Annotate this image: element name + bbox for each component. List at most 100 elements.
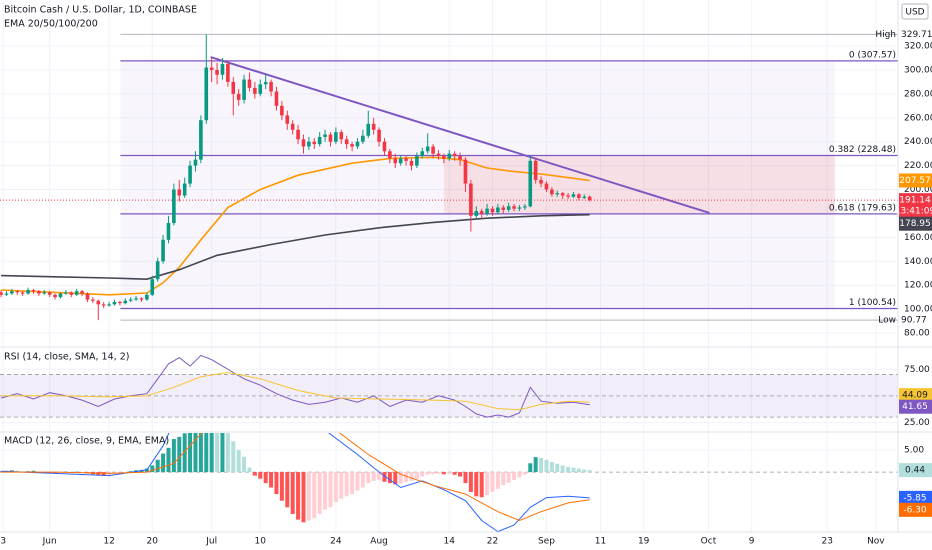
histogram-bar: [182, 433, 187, 473]
axis-labels: 3 Jun 12 20 Jul 10 24 Aug 14 22 Sep 11 19 Oct 9 23 Nov 80…: [0, 30, 932, 547]
macd-title: MACD (12, 26, close, 9, EMA, EMA): [4, 436, 169, 447]
fib-label: 0.618 (179.63): [829, 203, 896, 213]
rsi-sma-value-box: [899, 388, 932, 403]
histogram-bar: [463, 472, 468, 484]
candle-body: [312, 141, 317, 145]
candle-body: [280, 105, 284, 116]
currency-label[interactable]: USD: [905, 8, 924, 18]
histogram-bar: [231, 441, 236, 473]
histogram-bar: [398, 472, 403, 484]
candle-body: [42, 292, 47, 294]
candle-body: [506, 206, 511, 210]
x-tick-label: 10: [255, 537, 267, 547]
indicator-title: EMA 20/50/100/200: [4, 19, 98, 30]
candle-body: [566, 195, 570, 197]
macd-value: -5.85: [903, 493, 926, 503]
candle-body: [15, 291, 20, 293]
candle-body: [344, 139, 349, 145]
histogram-bar: [312, 472, 317, 519]
histogram-bar: [96, 472, 101, 476]
candle-body: [263, 81, 268, 85]
histogram-bar: [522, 472, 527, 475]
candle-body: [307, 141, 311, 147]
candle-body: [490, 208, 495, 213]
candle-body: [177, 189, 182, 196]
x-tick-label: 14: [444, 537, 456, 547]
candle-body: [382, 141, 387, 152]
price-pane: [0, 33, 898, 321]
candle-body: [74, 291, 79, 295]
indicator-line: [1, 213, 590, 281]
candle-body: [37, 291, 41, 294]
histogram-bar: [188, 433, 193, 473]
histogram-bar: [150, 465, 155, 473]
candle-body: [172, 189, 176, 224]
ema-value: 178.95: [899, 219, 931, 229]
candle-body: [166, 223, 171, 240]
candle-body: [533, 160, 538, 180]
candle-body: [523, 206, 527, 208]
histogram-bar: [387, 472, 392, 484]
candle-body: [274, 91, 279, 106]
candle-body: [550, 189, 554, 195]
histogram-value-box: [899, 463, 932, 478]
candle-body: [577, 194, 581, 198]
candle-body: [328, 134, 333, 142]
candle-body: [128, 299, 133, 301]
histogram-bar: [285, 472, 290, 508]
currency-button[interactable]: [901, 3, 929, 20]
histogram-bar: [155, 459, 160, 473]
y-tick-label: 300.00: [904, 65, 932, 75]
indicator-line: [1, 433, 590, 532]
histogram-bar: [242, 456, 247, 473]
candle-body: [404, 158, 408, 161]
candle-body: [236, 93, 241, 100]
histogram-bar: [404, 472, 409, 482]
candle-body: [10, 291, 14, 294]
countdown: 13:41:09: [895, 207, 932, 217]
histogram-bar: [306, 472, 311, 521]
candle-body: [560, 193, 565, 196]
histogram-bar: [101, 472, 106, 477]
candle-body: [209, 67, 214, 70]
y-tick-label: 200.00: [904, 185, 932, 195]
x-tick-label: 12: [103, 537, 114, 547]
histogram-bar: [198, 433, 203, 473]
candle-body: [350, 144, 354, 147]
candle-body: [0, 292, 3, 295]
candle-body: [452, 153, 457, 157]
histogram-bar: [209, 433, 214, 473]
candle-body: [425, 146, 430, 152]
candle-body: [355, 141, 360, 147]
x-tick-label: 22: [487, 537, 498, 547]
y-tick-label: 160.00: [904, 233, 932, 243]
histogram-bar: [333, 472, 338, 503]
signal-value-box: [899, 502, 932, 517]
histogram-bar: [371, 472, 376, 481]
candle-body: [398, 158, 403, 164]
candle-body: [26, 289, 30, 294]
candle-body: [31, 289, 36, 292]
candle-body: [123, 300, 128, 304]
candle-body: [64, 292, 68, 294]
candle-body: [118, 301, 122, 304]
y-tick-label: 240.00: [904, 137, 932, 147]
histogram-bar: [528, 463, 533, 473]
candle-body: [96, 300, 101, 305]
candle-body: [215, 69, 219, 75]
price-axis: [898, 0, 932, 550]
candle-body: [339, 132, 344, 140]
histogram-bar: [441, 472, 446, 475]
ema-value-box: [899, 216, 932, 231]
histogram-bar: [296, 472, 301, 520]
histogram-bar: [501, 472, 506, 486]
histogram-bar: [220, 433, 225, 473]
last-price: 191.14: [899, 196, 931, 206]
candle-body: [193, 159, 198, 166]
ema-value-box: [899, 173, 932, 188]
histogram-bar: [485, 472, 490, 495]
y-tick-label: 120.00: [904, 281, 932, 291]
histogram-bar: [225, 433, 230, 473]
histogram-bar: [290, 472, 295, 514]
candle-body: [107, 304, 111, 306]
